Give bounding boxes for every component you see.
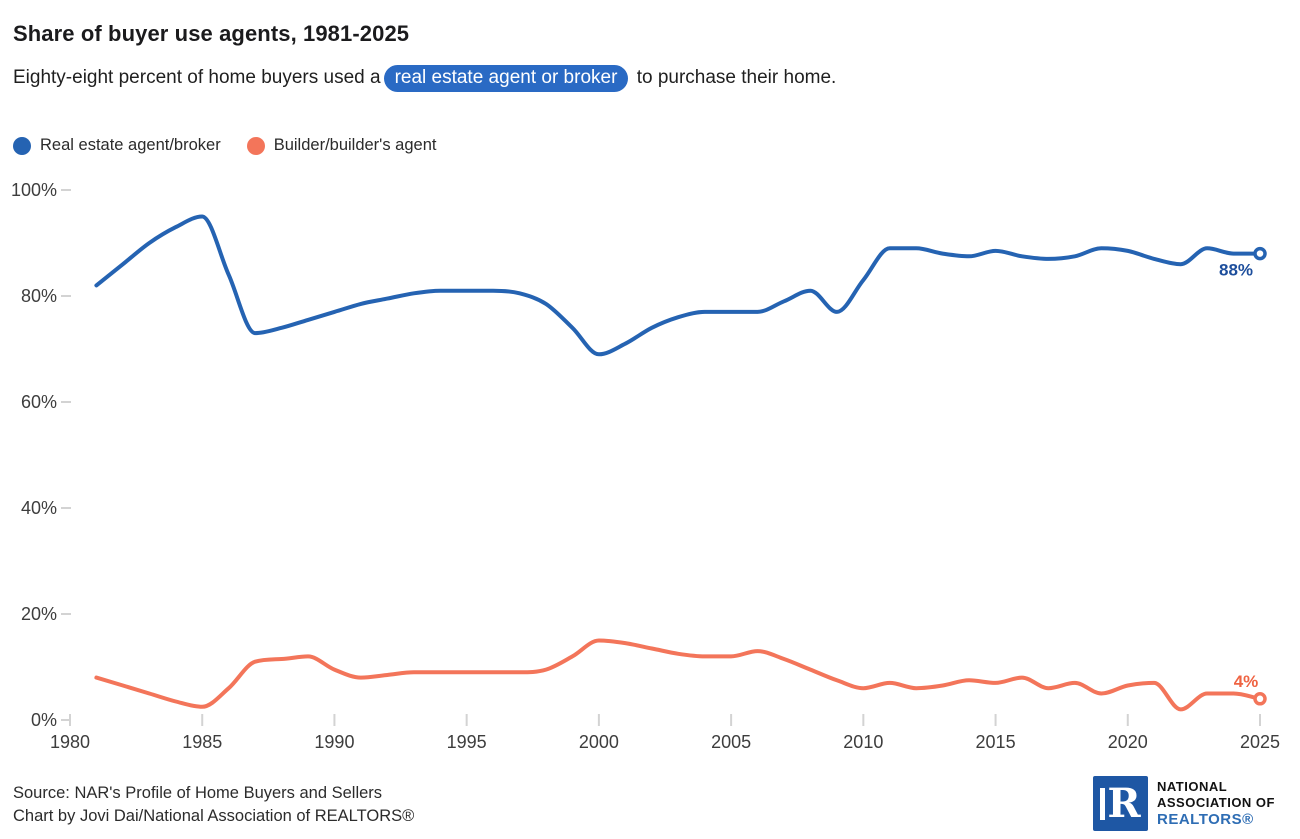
chart-title: Share of buyer use agents, 1981-2025 <box>13 21 410 46</box>
credit-line: Chart by Jovi Dai/National Association o… <box>13 807 415 825</box>
x-axis-label: 2010 <box>843 732 883 752</box>
chart-footer: Source: NAR's Profile of Home Buyers and… <box>13 782 414 828</box>
nar-logo-text: NATIONAL ASSOCIATION OF REALTORS® <box>1157 779 1275 829</box>
legend: Real estate agent/broker Builder/builder… <box>13 136 436 155</box>
source-line: Source: NAR's Profile of Home Buyers and… <box>13 784 383 802</box>
chart-subtitle: Eighty-eight percent of home buyers used… <box>13 63 836 93</box>
x-axis-label: 1990 <box>314 732 354 752</box>
nar-logo-r-icon: R <box>1093 776 1148 831</box>
x-axis-label: 2020 <box>1108 732 1148 752</box>
y-axis-label: 60% <box>21 392 57 412</box>
subtitle-text-after: to purchase their home. <box>631 67 837 88</box>
subtitle-highlight-pill: real estate agent or broker <box>383 65 629 92</box>
x-axis-label: 1985 <box>182 732 222 752</box>
x-axis-label: 2000 <box>579 732 619 752</box>
nar-logo-bar <box>1100 787 1106 820</box>
x-axis-label: 1980 <box>50 732 90 752</box>
y-axis-label: 20% <box>21 604 57 624</box>
series-end-value-label: 4% <box>1234 672 1259 691</box>
nar-logo-line3: REALTORS® <box>1157 810 1254 828</box>
legend-label-builder-agent: Builder/builder's agent <box>273 136 437 154</box>
legend-item-builder-agent: Builder/builder's agent <box>246 136 437 155</box>
nar-logo-letter: R <box>1107 779 1141 827</box>
y-axis-label: 80% <box>21 286 57 306</box>
nar-logo-line2: ASSOCIATION OF <box>1157 794 1275 810</box>
legend-item-real-estate-agent-broker: Real estate agent/broker <box>13 136 221 155</box>
x-axis-label: 2005 <box>711 732 751 752</box>
nar-logo-line1: NATIONAL <box>1157 778 1228 794</box>
series-end-marker <box>1253 246 1267 261</box>
series-line-real-estate-agent-broker <box>94 214 1262 357</box>
series-line-builder-builder-s-agent <box>94 638 1262 712</box>
y-axis-label: 0% <box>31 710 57 730</box>
x-axis-label: 2025 <box>1240 732 1280 752</box>
legend-dot-blue-icon <box>13 136 31 155</box>
y-axis-label: 40% <box>21 498 57 518</box>
legend-dot-orange-icon <box>246 136 265 155</box>
series-end-marker <box>1253 692 1267 706</box>
subtitle-text-before: Eighty-eight percent of home buyers used… <box>13 67 381 88</box>
nar-logo: R NATIONAL ASSOCIATION OF REALTORS® <box>1093 776 1275 831</box>
y-axis-label: 100% <box>11 180 57 200</box>
x-axis-label: 1995 <box>447 732 487 752</box>
x-axis-label: 2015 <box>976 732 1016 752</box>
legend-label-real-estate-agent-broker: Real estate agent/broker <box>40 136 221 154</box>
series-end-value-label: 88% <box>1219 261 1253 280</box>
